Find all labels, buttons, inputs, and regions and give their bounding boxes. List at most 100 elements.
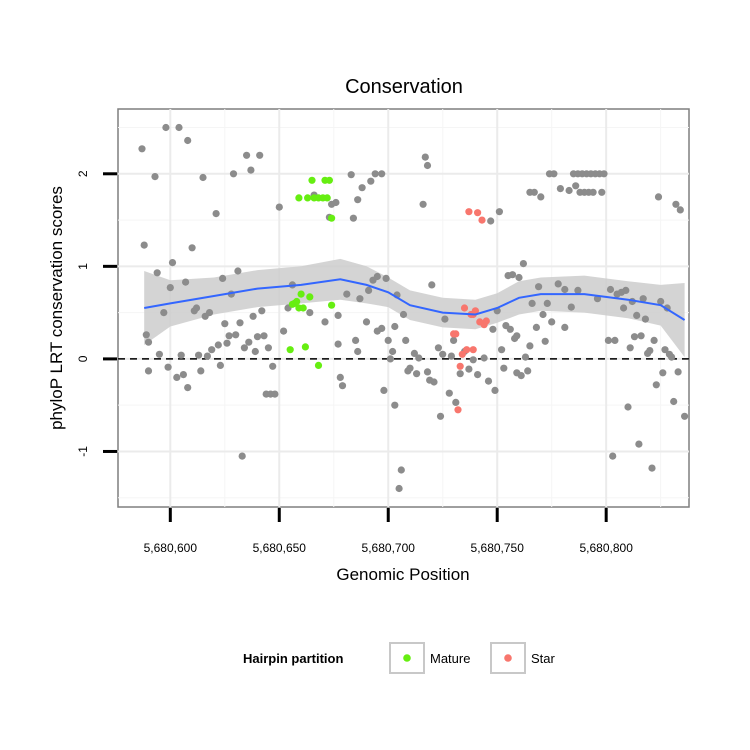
mature-point [293,297,301,306]
data-point [439,350,447,358]
data-point [535,283,543,291]
data-point [670,397,678,406]
data-point [356,295,364,303]
data-point [144,367,153,375]
data-point [491,386,499,394]
data-point [567,303,575,311]
data-point [144,338,153,346]
data-point [402,336,410,344]
data-point [484,377,493,385]
data-point [445,389,453,397]
data-point [160,309,168,317]
data-point [574,286,582,294]
data-point [336,373,344,381]
legend-entry-star: Star [490,642,556,674]
data-point [179,371,187,379]
data-point [184,136,192,145]
data-point [192,304,201,312]
data-point [633,311,641,319]
data-point [598,188,606,196]
data-point [423,161,432,170]
data-point [173,373,181,381]
data-point [378,324,386,332]
data-point [517,372,525,380]
data-point [221,320,229,328]
star-point [465,208,473,216]
data-point [177,351,185,359]
data-point [225,332,233,340]
y-axis-title: phyloP LRT conservation scores [47,186,66,430]
mature-point [306,293,314,301]
data-point [630,333,639,341]
x-tick-label: 5,680,800 [579,541,633,555]
data-point [184,384,192,392]
data-point [234,267,242,275]
data-point [175,123,183,132]
data-point [382,274,390,282]
legend-key [389,642,425,674]
data-point [138,145,146,153]
star-point [478,216,486,224]
data-point [611,336,619,344]
data-point [543,299,551,307]
data-point [622,286,630,294]
data-point [489,325,497,333]
data-point [513,332,521,340]
data-point [681,412,689,420]
data-point [413,370,421,378]
data-point [216,361,224,369]
data-point [205,309,214,317]
data-point [600,170,608,178]
data-point [674,368,682,376]
data-point [526,342,534,350]
mature-point [301,343,309,351]
x-tick-label: 5,680,750 [471,541,525,555]
data-point [430,378,438,386]
data-point [539,310,547,319]
data-point [465,365,473,373]
data-point [334,340,342,348]
data-point [249,312,257,320]
confidence-band [144,258,685,358]
mature-point [323,194,331,202]
legend-label: Mature [430,651,470,666]
x-tick-label: 5,680,700 [362,541,416,555]
data-point [480,354,488,362]
data-point [498,346,506,354]
data-point [253,333,262,341]
data-point [554,280,562,288]
data-point [450,336,458,344]
data-point [487,217,495,225]
chart-title: Conservation [345,76,463,98]
mature-point [304,194,312,202]
data-point [565,186,573,195]
star-point [456,362,464,370]
star-point [454,406,462,414]
data-point [197,367,205,375]
data-point [537,193,545,201]
data-point [548,318,556,326]
data-point [436,412,445,420]
data-point [606,285,615,294]
data-point [349,214,357,222]
data-point [447,352,455,360]
y-tick-label: -1 [76,446,90,457]
data-point [646,347,654,355]
data-point [676,206,684,214]
data-point [321,318,329,326]
data-point [240,344,248,352]
star-point [458,350,466,358]
data-point [386,355,394,363]
x-axis: 5,680,600 5,680,650 5,680,700 5,680,750 5,68… [144,508,633,555]
data-point [195,351,203,359]
data-point [659,369,667,377]
data-point [589,188,597,196]
data-point [358,184,366,192]
data-point [182,278,190,286]
smooth-line-layer [144,278,686,321]
star-point [469,346,477,354]
y-tick-label: 2 [76,170,90,177]
data-point [245,338,253,346]
legend: Hairpin partition Mature Star [243,642,556,674]
